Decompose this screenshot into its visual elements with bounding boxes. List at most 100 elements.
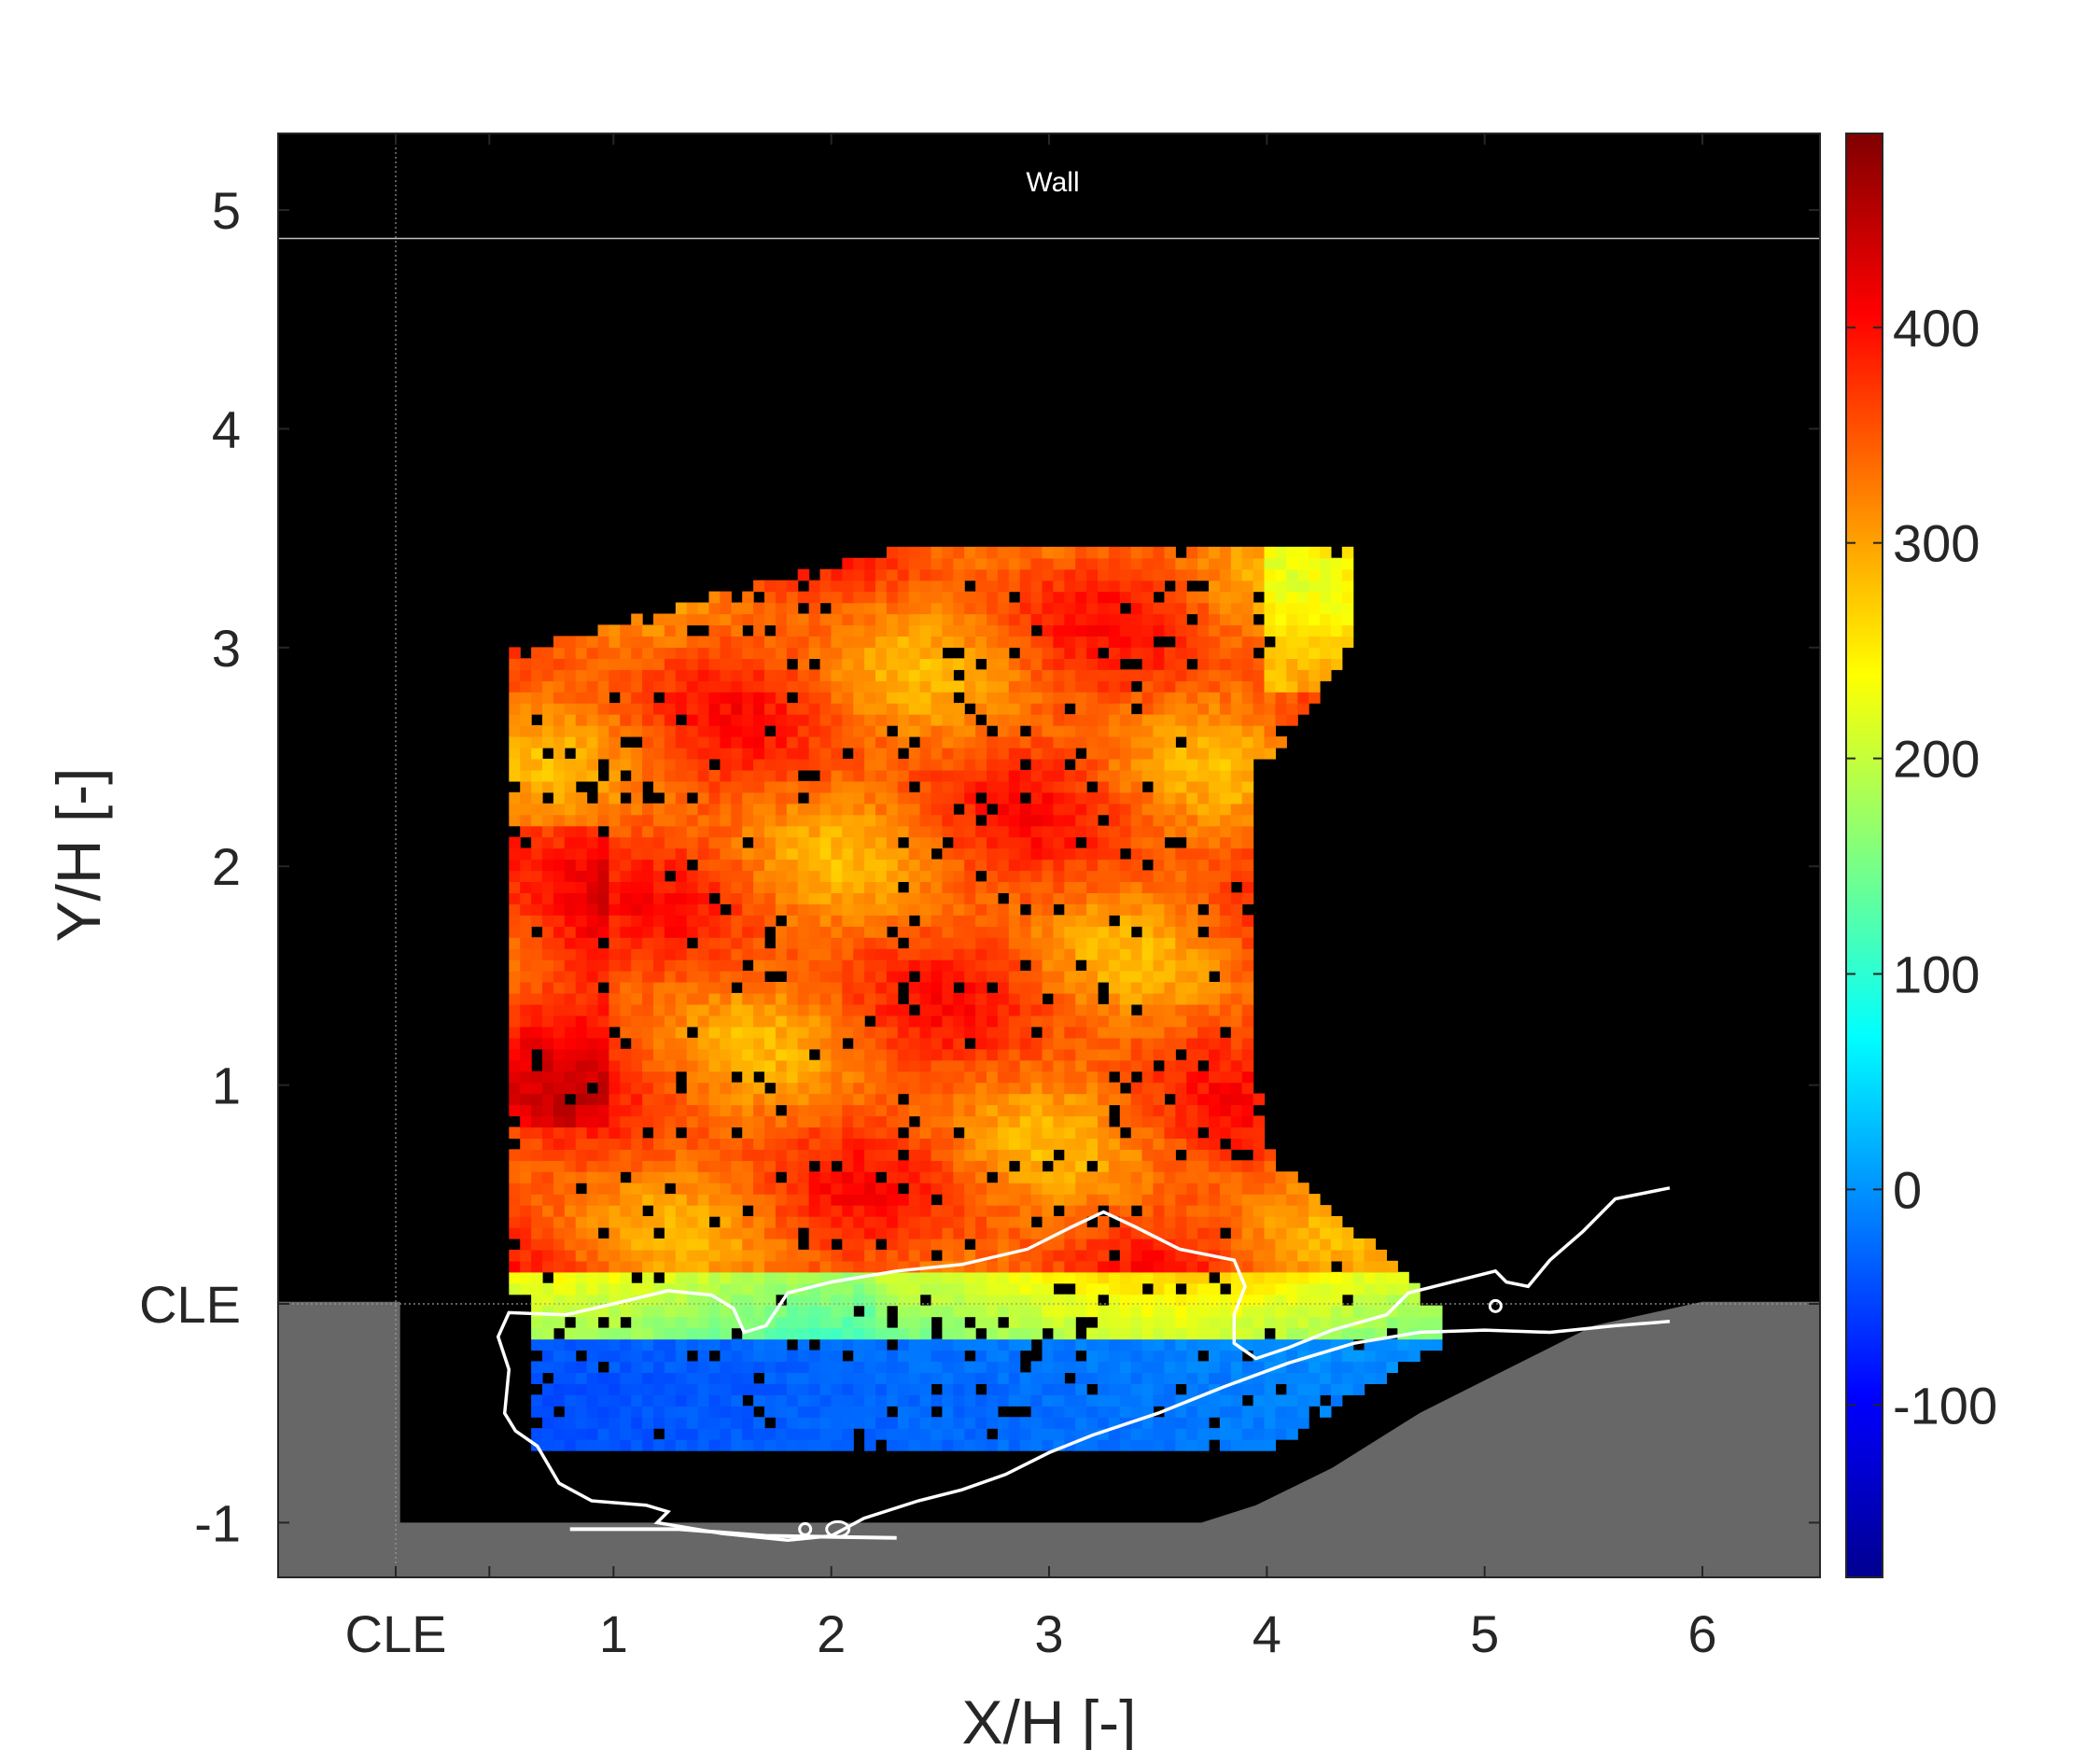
heatmap-cell: [1186, 692, 1198, 704]
heatmap-cell: [831, 1361, 843, 1373]
heatmap-cell: [720, 1082, 732, 1095]
heatmap-cell: [531, 1115, 543, 1127]
heatmap-cell: [775, 1316, 788, 1329]
heatmap-cell: [708, 725, 721, 737]
heatmap-cell: [1075, 658, 1087, 670]
heatmap-cell: [1008, 859, 1021, 872]
heatmap-cell: [609, 1260, 621, 1273]
heatmap-cell: [942, 926, 954, 938]
heatmap-cell: [997, 1015, 1010, 1028]
heatmap-cell: [853, 982, 865, 994]
heatmap-cell: [1219, 881, 1232, 893]
heatmap-cell: [1219, 1439, 1232, 1451]
heatmap-cell: [631, 803, 643, 816]
heatmap-cell: [1309, 1282, 1321, 1295]
heatmap-cell: [919, 1037, 932, 1050]
heatmap-cell: [797, 613, 810, 626]
heatmap-cell: [886, 758, 899, 771]
heatmap-cell: [1164, 669, 1176, 681]
heatmap-cell: [1042, 758, 1054, 771]
heatmap-cell: [1086, 1082, 1099, 1095]
heatmap-cell: [520, 1048, 532, 1061]
heatmap-cell: [919, 647, 932, 659]
heatmap-cell: [764, 692, 777, 704]
heatmap-cell: [1253, 1127, 1266, 1139]
heatmap-cell: [808, 1383, 821, 1395]
heatmap-cell: [886, 859, 899, 872]
heatmap-cell: [1130, 1361, 1143, 1373]
heatmap-cell: [1086, 1183, 1099, 1195]
heatmap-cell: [620, 1227, 632, 1239]
heatmap-cell: [1119, 725, 1132, 737]
heatmap-cell: [842, 714, 854, 726]
heatmap-cell: [908, 1026, 921, 1039]
heatmap-cell: [1086, 948, 1099, 960]
heatmap-cell: [853, 736, 865, 749]
heatmap-cell: [864, 1327, 876, 1340]
heatmap-cell: [1075, 1227, 1087, 1239]
heatmap-cell: [1175, 1037, 1187, 1050]
heatmap-cell: [1053, 769, 1065, 782]
heatmap-cell: [520, 803, 532, 816]
heatmap-cell: [720, 1127, 732, 1139]
heatmap-cell: [1042, 669, 1054, 681]
heatmap-cell: [653, 1015, 665, 1028]
heatmap-cell: [653, 1372, 665, 1384]
heatmap-cell: [1286, 1417, 1298, 1429]
heatmap-cell: [731, 1350, 743, 1363]
heatmap-cell: [1164, 1015, 1176, 1028]
heatmap-cell: [753, 859, 765, 872]
heatmap-cell: [808, 1216, 821, 1228]
heatmap-cell: [509, 859, 521, 872]
heatmap-cell: [720, 1216, 732, 1228]
heatmap-cell: [1186, 959, 1198, 972]
heatmap-cell: [964, 680, 976, 693]
heatmap-cell: [1130, 769, 1143, 782]
heatmap-cell: [1264, 692, 1276, 704]
heatmap-cell: [886, 714, 899, 726]
heatmap-cell: [553, 703, 566, 715]
heatmap-cell: [797, 1394, 810, 1407]
heatmap-cell: [1053, 870, 1065, 882]
heatmap-cell: [697, 747, 710, 760]
heatmap-cell: [1309, 1238, 1321, 1251]
heatmap-cell: [987, 1282, 999, 1295]
heatmap-cell: [931, 680, 943, 693]
heatmap-cell: [964, 870, 976, 882]
heatmap-cell: [1064, 959, 1076, 972]
heatmap-cell: [531, 1372, 543, 1384]
heatmap-cell: [786, 1238, 799, 1251]
heatmap-cell: [731, 825, 743, 838]
heatmap-cell: [786, 1003, 799, 1016]
heatmap-cell: [742, 1194, 754, 1206]
heatmap-cell: [1286, 1350, 1298, 1363]
heatmap-cell: [1108, 747, 1121, 760]
heatmap-cell: [609, 1238, 621, 1251]
heatmap-cell: [908, 803, 921, 816]
heatmap-cell: [1141, 1428, 1155, 1440]
heatmap-cell: [564, 1160, 577, 1172]
heatmap-cell: [964, 636, 976, 648]
heatmap-cell: [1064, 881, 1076, 893]
heatmap-cell: [875, 881, 888, 893]
heatmap-cell: [908, 1350, 921, 1363]
heatmap-cell: [1219, 1271, 1232, 1284]
heatmap-cell: [1364, 1282, 1377, 1295]
heatmap-cell: [553, 1282, 566, 1295]
heatmap-cell: [542, 1350, 554, 1363]
heatmap-cell: [1119, 1227, 1132, 1239]
heatmap-cell: [653, 1316, 665, 1329]
heatmap-cell: [819, 915, 832, 927]
heatmap-cell: [1086, 1238, 1099, 1251]
heatmap-cell: [819, 1138, 832, 1150]
heatmap-cell: [953, 959, 965, 972]
heatmap-cell: [675, 1059, 688, 1072]
heatmap-cell: [864, 725, 876, 737]
heatmap-cell: [1119, 1361, 1132, 1373]
heatmap-cell: [609, 714, 621, 726]
heatmap-cell: [542, 959, 554, 972]
heatmap-cell: [931, 1439, 943, 1451]
heatmap-cell: [675, 1338, 688, 1351]
heatmap-cell: [886, 1071, 899, 1084]
heatmap-cell: [919, 1305, 932, 1318]
